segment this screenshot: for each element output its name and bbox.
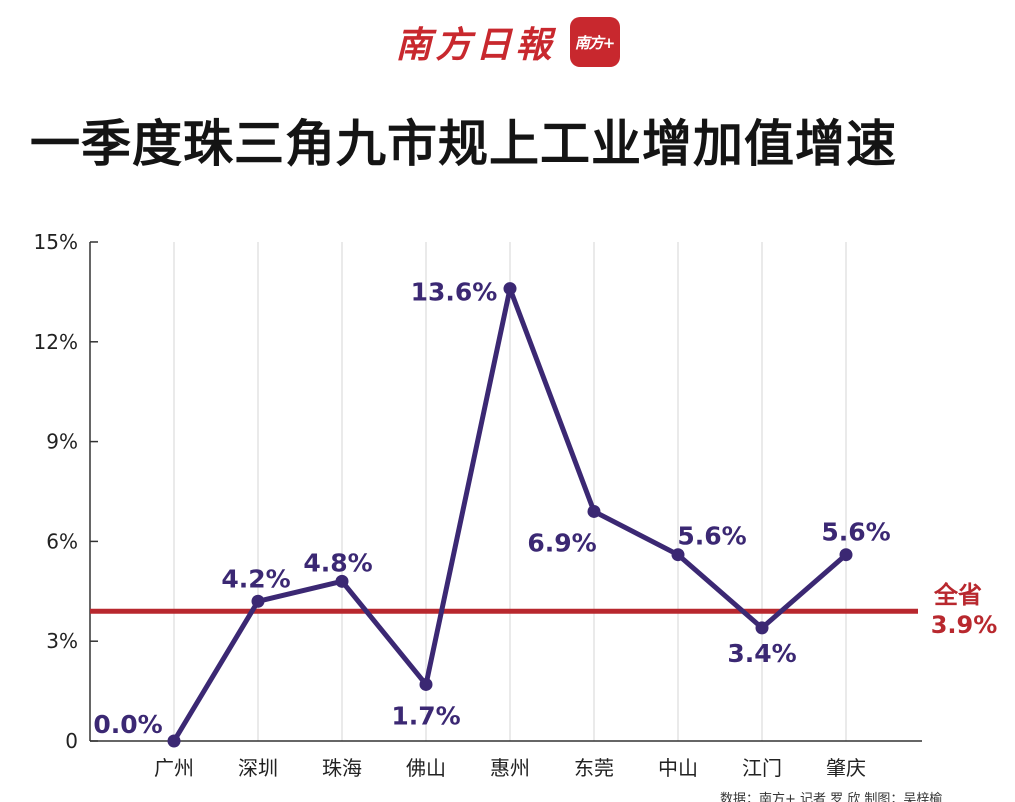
y-tick-label: 3% [46, 629, 78, 653]
reference-label: 全省 [933, 581, 982, 609]
x-tick-label: 江门 [742, 756, 782, 780]
data-label: 0.0% [93, 710, 162, 739]
y-tick-label: 9% [46, 430, 78, 454]
y-tick-label: 15% [34, 230, 78, 254]
data-label: 6.9% [527, 528, 596, 557]
data-label: 5.6% [677, 522, 746, 551]
x-tick-label: 肇庆 [826, 756, 866, 780]
data-label: 4.8% [303, 548, 372, 577]
source-credit: 数据：南方+ 记者 罗 欣 制图：吴梓榆 [720, 792, 943, 802]
data-label: 1.7% [391, 701, 460, 730]
newspaper-name: 南方日報 [395, 24, 556, 66]
x-tick-label: 东莞 [574, 756, 614, 780]
x-tick-label: 广州 [154, 756, 194, 780]
y-tick-label: 12% [34, 330, 78, 354]
data-point [335, 574, 349, 588]
masthead: 南方日報 南方+ [0, 14, 1015, 70]
data-label: 4.2% [221, 564, 290, 593]
data-label: 13.6% [411, 278, 498, 307]
data-point [419, 677, 433, 691]
data-point [587, 504, 601, 518]
data-point [167, 734, 181, 748]
x-tick-label: 中山 [658, 756, 698, 780]
y-tick-label: 6% [46, 529, 78, 553]
chart-title: 一季度珠三角九市规上工业增加值增速 [30, 115, 897, 173]
data-label: 3.4% [727, 639, 796, 668]
x-tick-label: 佛山 [406, 756, 446, 780]
x-tick-label: 深圳 [238, 756, 278, 780]
data-point [755, 621, 769, 635]
reference-value-label: 3.9% [931, 611, 998, 639]
data-point [839, 548, 853, 562]
x-tick-label: 珠海 [322, 756, 362, 780]
y-tick-label: 0 [65, 729, 78, 753]
data-point [503, 282, 517, 296]
x-tick-label: 惠州 [490, 756, 530, 780]
data-point [671, 548, 685, 562]
data-point [251, 594, 265, 608]
data-label: 5.6% [821, 518, 890, 547]
app-logo-icon: 南方+ [569, 17, 620, 67]
